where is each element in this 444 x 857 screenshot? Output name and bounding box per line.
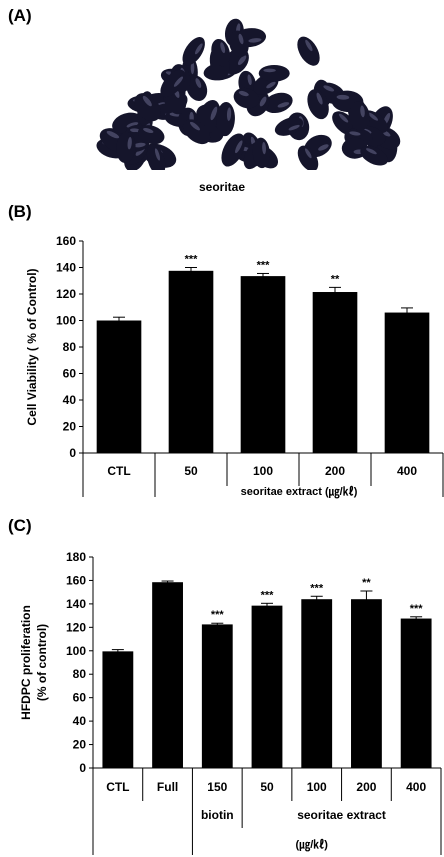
bean-shape [134,93,161,122]
bean-shape [307,89,329,120]
bar [240,276,286,453]
bar [301,599,333,768]
y-tick-label: 40 [63,393,77,407]
y-tick-label: 20 [63,420,77,434]
y-tick-label: 120 [66,620,86,634]
bean-shape [216,102,235,137]
x-tick-label: 150 [207,780,227,794]
y-tick-label: 60 [63,367,77,381]
bar [201,624,233,768]
group-label-seoritae: seoritae extract [297,808,386,822]
significance-marker: *** [261,589,275,601]
y-tick-label: 100 [66,644,86,658]
bean-shape [274,117,304,136]
bar [384,312,430,453]
bean-shape [146,144,166,170]
bean-shape [297,36,320,66]
y-tick-label: 120 [56,287,76,301]
y-tick-label: 20 [73,738,87,752]
x-tick-label: 100 [307,780,327,794]
x-tick-label: 200 [325,464,345,478]
bean-shape [233,87,260,109]
significance-marker: ** [362,577,371,589]
y-tick-label: 80 [73,667,87,681]
bean-shape [252,137,270,169]
x-tick-label: 50 [260,780,274,794]
y-tick-label: 0 [69,446,76,460]
y-tick-label: 140 [66,597,86,611]
bar [102,651,134,768]
significance-marker: *** [185,254,199,266]
x-tick-label: 200 [356,780,376,794]
panel-label-a: (A) [8,6,32,25]
x-tick-label: CTL [106,780,129,794]
x-tick-label: 100 [253,464,273,478]
x-tick-label: 400 [406,780,426,794]
x-tick-label: 400 [397,464,417,478]
y-tick-label: 160 [66,573,86,587]
x-tick-label: Full [157,780,178,794]
panel-label-b: (B) [8,202,32,221]
photo-caption: seoritae [198,180,246,194]
group-label-biotin: biotin [201,808,234,822]
bean-shape [297,145,319,170]
bean-shape [221,133,246,167]
group-label: seoritae extract (㎍/㎘) [241,485,358,499]
significance-marker: *** [410,603,424,615]
bar [351,599,382,768]
bean-shape [229,30,249,58]
bean-shape [349,101,370,131]
black-soybeans-image [96,18,401,170]
bar [96,320,142,453]
y-tick-label: 40 [73,714,87,728]
bar [400,618,432,768]
y-tick-label: 180 [66,550,86,564]
bar [251,605,283,768]
y-axis-label: Cell Viability ( % of Control) [25,268,39,425]
bean-shape [263,92,293,114]
x-tick-label: CTL [107,464,130,478]
y-tick-label: 140 [56,261,76,275]
y-tick-label: 60 [73,691,87,705]
y-tick-label: 0 [79,761,86,775]
y-tick-label: 160 [56,234,76,248]
significance-marker: *** [211,609,225,621]
bean-shape [137,125,165,145]
significance-marker: *** [310,582,324,594]
significance-marker: *** [257,259,271,271]
panel-label-c: (C) [8,516,32,535]
bean-shape [360,145,388,166]
bean-shape [211,38,231,67]
bean-shape [160,69,186,98]
y-tick-label: 100 [56,314,76,328]
bean-shape [186,75,208,101]
bar [152,582,183,768]
x-tick-label: 50 [184,464,198,478]
bean-shape [258,65,290,82]
bean-shape [182,37,205,66]
unit-label: (㎍/㎘) [296,838,329,852]
y-axis-label-line2: (% of control) [35,624,49,701]
significance-marker: ** [331,273,340,285]
bean-shape [116,132,136,163]
y-axis-label-line1: HFDPC proliferation [19,605,33,720]
bar [168,270,214,453]
bean-shape [182,119,211,145]
bar [312,292,358,453]
y-tick-label: 80 [63,340,77,354]
